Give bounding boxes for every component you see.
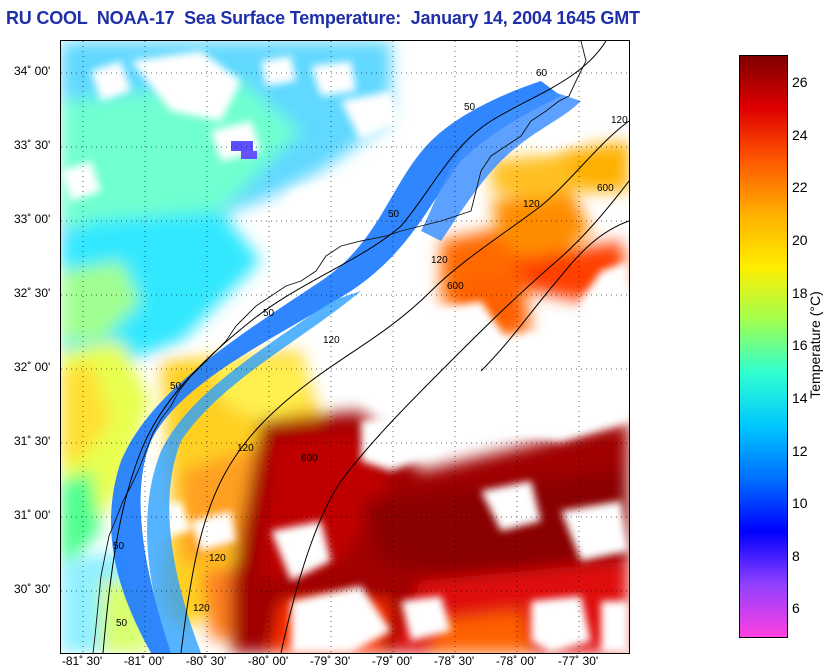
isobath-label: 50: [116, 618, 128, 629]
colorbar-label: Temperature (°C): [807, 291, 823, 399]
colorbar-tick: 14: [792, 390, 808, 406]
temperature-colorbar: [739, 55, 788, 638]
isobath-label-group: 50 50 50 50 50 120 120 120 120 120 600 6…: [113, 68, 628, 629]
isobath-label: 600: [301, 453, 318, 464]
isobath-label: 120: [209, 553, 226, 564]
isobath-label: 120: [237, 443, 254, 454]
colorbar-tick: 24: [792, 127, 808, 143]
colorbar-tick: 12: [792, 443, 808, 459]
isobath-label: 120: [323, 335, 340, 346]
lon-label: -79˚ 30': [309, 654, 351, 668]
lat-label: 33˚ 00': [14, 212, 51, 226]
isobath-label: 50: [263, 308, 275, 319]
lat-label: 31˚ 30': [14, 434, 51, 448]
isobath-label: 120: [431, 255, 448, 266]
lat-label: 30˚ 30': [14, 582, 51, 596]
isobath-label: 60: [536, 68, 548, 79]
lon-label: -79˚ 00': [371, 654, 413, 668]
sst-image: 50 50 50 50 50 120 120 120 120 120 600 6…: [61, 41, 629, 653]
cold-shelf-band: [111, 81, 561, 653]
map-title: RU COOL NOAA-17 Sea Surface Temperature:…: [6, 8, 640, 28]
isobath-label: 600: [597, 183, 614, 194]
sst-map[interactable]: 50 50 50 50 50 120 120 120 120 120 600 6…: [60, 40, 630, 654]
colorbar-tick: 22: [792, 179, 808, 195]
lon-label: -81˚ 00': [123, 654, 165, 668]
lon-label: -77˚ 30': [557, 654, 599, 668]
isobath-contours: [92, 41, 629, 653]
colorbar-tick: 16: [792, 337, 808, 353]
isobath-label: 120: [611, 115, 628, 126]
colorbar-tick: 20: [792, 232, 808, 248]
isobath-label: 50: [170, 381, 182, 392]
lon-label: -80˚ 30': [185, 654, 227, 668]
colorbar-tick: 18: [792, 285, 808, 301]
colorbar-tick: 8: [792, 548, 800, 564]
lon-label: -81˚ 30': [61, 654, 103, 668]
sst-field: [61, 41, 629, 653]
isobath-label: 50: [388, 209, 400, 220]
lat-label: 31˚ 00': [14, 508, 51, 522]
lon-label: -78˚ 00': [495, 654, 537, 668]
lat-label: 32˚ 00': [14, 360, 51, 374]
lon-label: -80˚ 00': [247, 654, 289, 668]
colorbar-tick: 10: [792, 495, 808, 511]
isobath-label: 50: [464, 102, 476, 113]
colorbar-tick: 6: [792, 600, 800, 616]
isobath-label: 50: [113, 541, 125, 552]
lat-label: 33˚ 30': [14, 138, 51, 152]
lat-label: 32˚ 30': [14, 286, 51, 300]
lon-label: -78˚ 30': [433, 654, 475, 668]
graticule: [61, 41, 629, 653]
isobath-label: 120: [523, 199, 540, 210]
isobath-label: 120: [193, 603, 210, 614]
colorbar-tick: 26: [792, 74, 808, 90]
lat-label: 34˚ 00': [14, 64, 51, 78]
isobath-label: 600: [447, 281, 464, 292]
